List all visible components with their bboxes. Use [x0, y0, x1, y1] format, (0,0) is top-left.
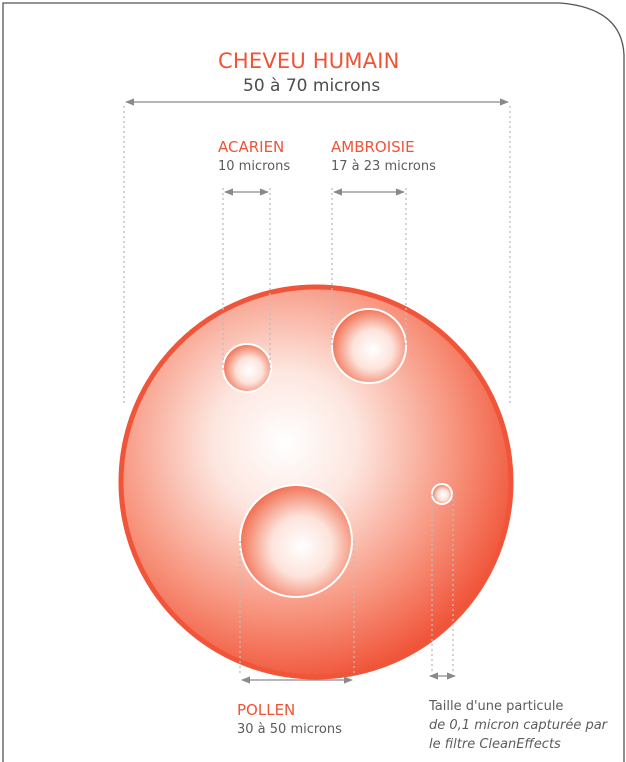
hair-size: 50 à 70 microns	[243, 76, 381, 96]
particle-caption-line3: le filtre CleanEffects	[429, 737, 561, 752]
ambroisie-size: 17 à 23 microns	[331, 159, 436, 174]
particle-caption: Taille d'une particule de 0,1 micron cap…	[429, 697, 607, 754]
ambroisie-particle	[331, 308, 407, 384]
dimension-arrows	[125, 98, 509, 684]
particle-caption-line2: de 0,1 micron capturée par	[429, 718, 608, 733]
acarien-title: ACARIEN	[218, 138, 285, 156]
fine-particle	[431, 483, 453, 505]
pollen-particle	[239, 484, 353, 598]
ambroisie-title: AMBROISIE	[331, 138, 415, 156]
acarien-size: 10 microns	[218, 159, 291, 174]
hair-circle	[118, 284, 514, 680]
pollen-size: 30 à 50 microns	[237, 722, 342, 737]
pollen-title: POLLEN	[237, 701, 296, 719]
particle-caption-line1: Taille d'une particule	[429, 699, 564, 714]
hair-title: CHEVEU HUMAIN	[218, 49, 400, 73]
dotted-guides	[123, 106, 511, 676]
acarien-particle	[222, 343, 272, 393]
